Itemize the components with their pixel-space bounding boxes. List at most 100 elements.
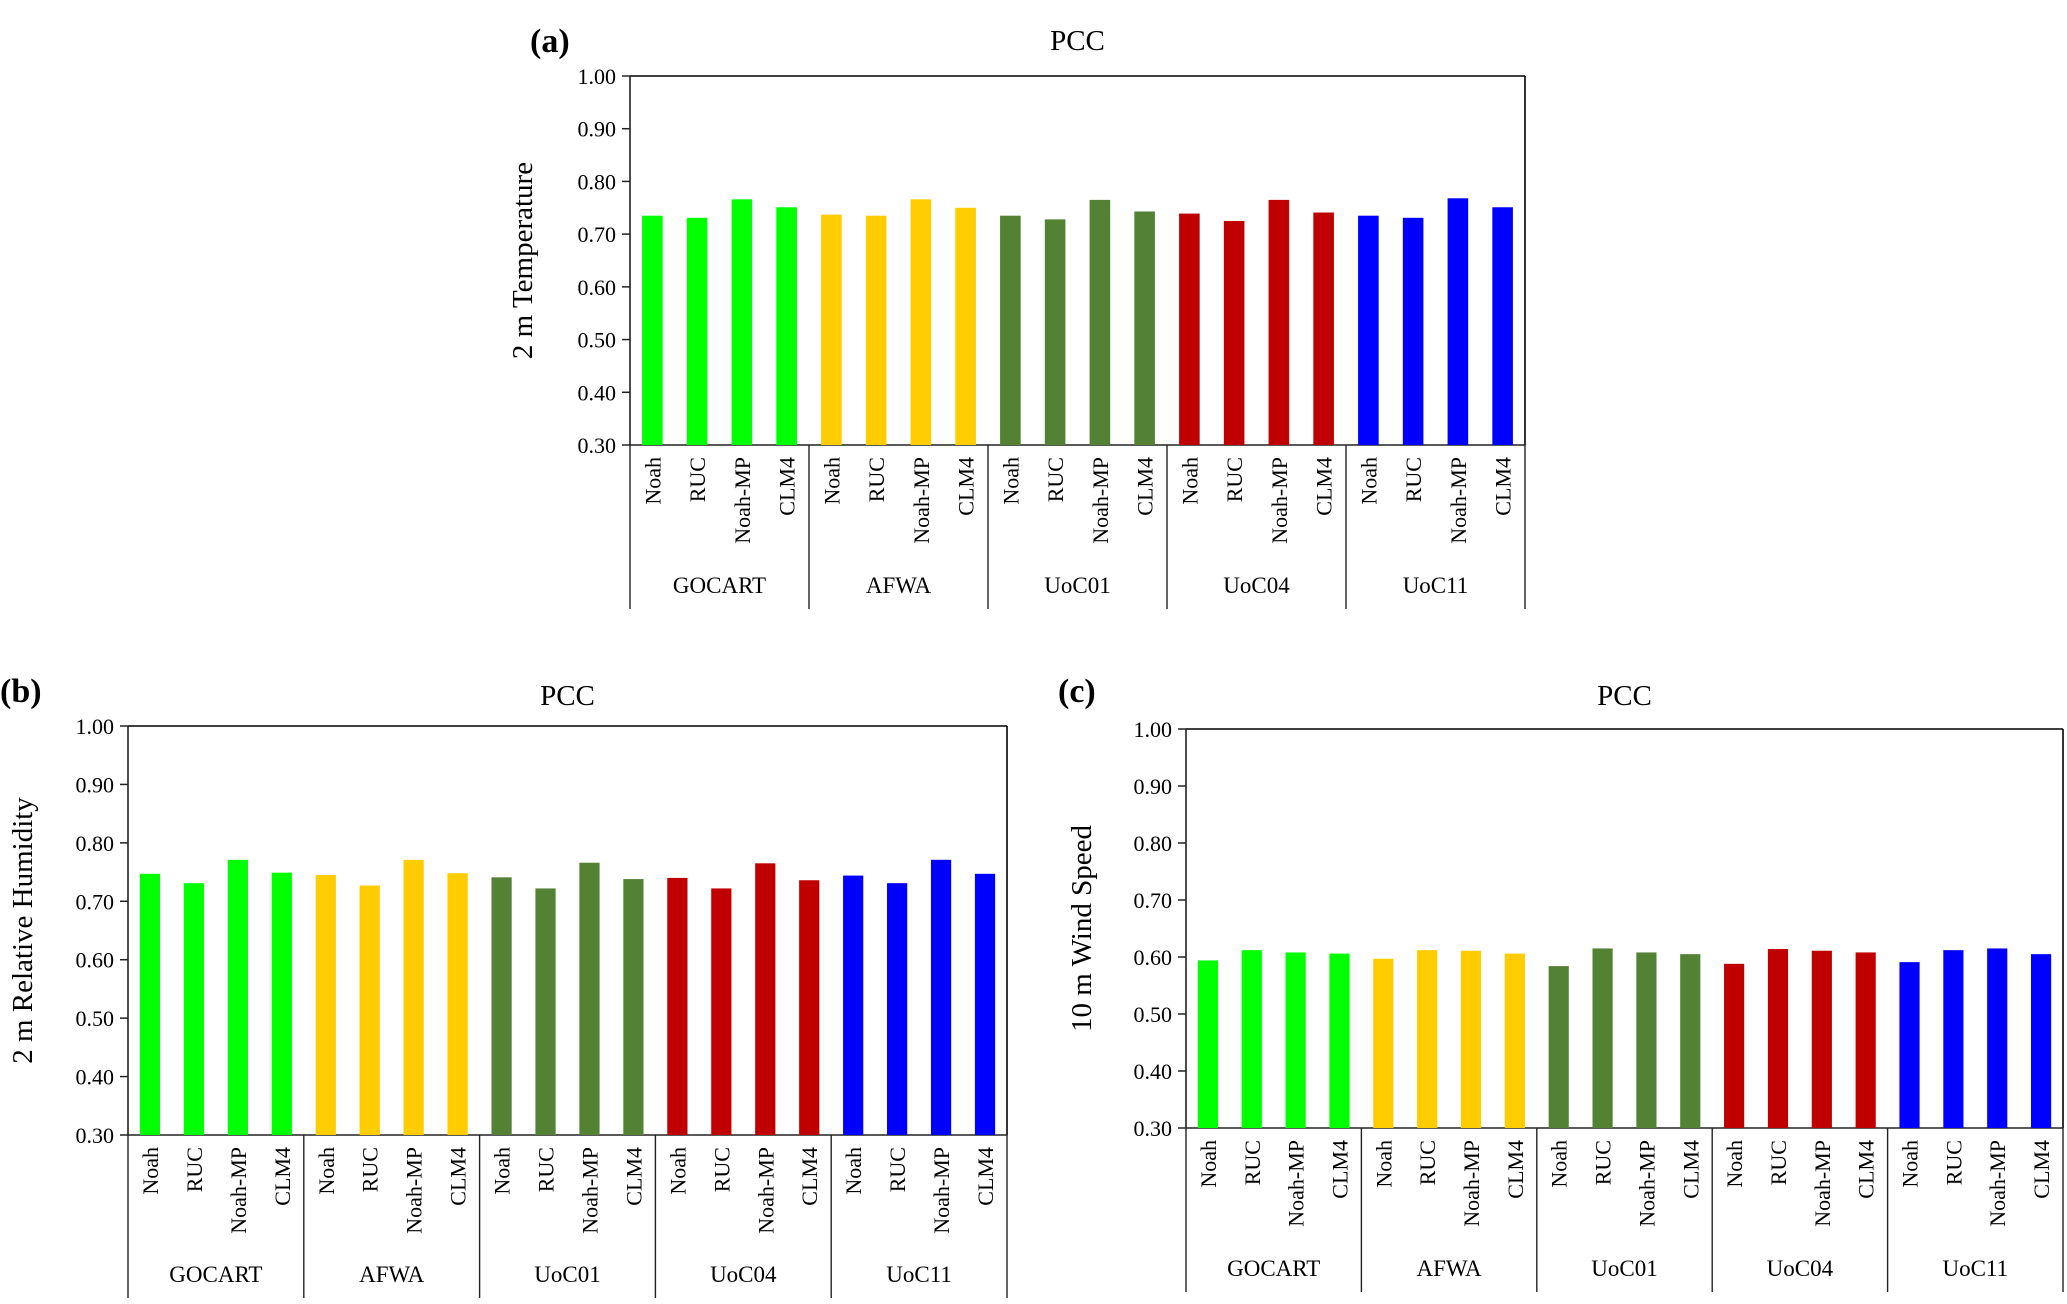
x-category-label: Noah-MP [1088,457,1113,544]
x-group-label: GOCART [1227,1256,1320,1281]
x-category-label: CLM4 [1312,457,1337,516]
bar-gocart-clm4 [776,207,797,445]
x-category-label: RUC [1766,1140,1791,1185]
bar-uoc04-noah [1179,213,1200,445]
x-category-label: Noah [1371,1140,1396,1188]
x-category-label: Noah-MP [1459,1140,1484,1227]
bar-gocart-noah-mp [731,199,753,445]
bar-uoc01-noah-mp [579,862,600,1135]
x-category-label: CLM4 [446,1147,471,1206]
bar-uoc11-noah [1899,962,1920,1128]
bar-gocart-ruc [183,883,205,1135]
bar-uoc04-noah [1724,963,1745,1128]
bar-uoc01-clm4 [1680,954,1701,1128]
x-category-label: CLM4 [973,1147,998,1206]
x-category-label: Noah [1356,457,1381,505]
chart-title: PCC [1597,680,1652,712]
y-tick-label: 0.40 [578,380,617,405]
x-category-label: CLM4 [270,1147,295,1206]
bar-gocart-noah-mp [227,859,248,1135]
x-category-label: Noah [314,1147,339,1195]
bar-uoc01-ruc [1044,219,1066,445]
x-category-label: RUC [1401,457,1426,502]
x-category-label: CLM4 [954,457,979,516]
x-category-label: RUC [534,1147,559,1192]
x-category-label: Noah-MP [1810,1140,1835,1227]
bar-gocart-noah-mp [1285,952,1306,1128]
x-category-label: Noah [819,457,844,505]
bar-uoc01-noah-mp [1636,952,1657,1128]
bar-uoc01-clm4 [623,879,644,1135]
x-category-label: Noah-MP [1634,1140,1659,1227]
x-category-label: Noah [640,457,665,505]
bar-uoc01-noah-mp [1089,199,1111,445]
bar-afwa-clm4 [447,873,468,1135]
x-category-label: Noah [138,1147,163,1195]
x-category-label: RUC [1222,457,1247,502]
bar-uoc11-noah [843,875,864,1135]
bar-gocart-clm4 [271,872,292,1135]
bar-gocart-clm4 [1329,953,1350,1128]
x-group-label: GOCART [169,1262,262,1287]
y-tick-label: 0.80 [578,169,617,194]
y-tick-label: 0.60 [1134,945,1173,970]
x-group-label: UoC11 [886,1262,952,1287]
chart-title: PCC [540,680,595,712]
x-category-label: CLM4 [1854,1140,1879,1199]
x-category-label: Noah [1547,1140,1572,1188]
bar-uoc01-ruc [1592,948,1613,1128]
bar-afwa-clm4 [955,207,976,445]
bar-uoc11-noah-mp [1447,198,1469,445]
bar-uoc04-clm4 [1855,952,1876,1128]
x-category-label: CLM4 [1133,457,1158,516]
x-category-label: RUC [1591,1140,1616,1185]
x-group-label: UoC11 [1403,573,1469,598]
x-category-label: CLM4 [1327,1140,1352,1199]
bar-uoc04-clm4 [799,880,820,1135]
x-category-label: RUC [1415,1140,1440,1185]
bar-uoc04-clm4 [1313,212,1334,445]
x-category-label: Noah [1722,1140,1747,1188]
bar-uoc11-clm4 [1492,207,1513,445]
bar-uoc11-noah-mp [1987,948,2008,1128]
bar-uoc11-ruc [1402,217,1424,445]
bar-uoc04-ruc [711,888,732,1135]
bar-afwa-noah-mp [403,859,424,1135]
y-tick-label: 1.00 [76,714,115,739]
y-tick-label: 0.50 [578,328,617,353]
x-category-label: CLM4 [1678,1140,1703,1199]
bar-uoc04-ruc [1223,220,1245,445]
x-category-label: Noah-MP [1267,457,1292,544]
bar-gocart-noah [139,873,161,1135]
y-axis-label: 2 m Relative Humidity [7,797,39,1064]
x-category-label: CLM4 [1503,1140,1528,1199]
bar-uoc04-ruc [1767,949,1789,1128]
x-category-label: Noah-MP [1284,1140,1309,1227]
y-tick-label: 0.80 [1134,831,1173,856]
bar-uoc01-clm4 [1134,211,1155,445]
x-category-label: CLM4 [2029,1140,2054,1199]
x-category-label: Noah-MP [226,1147,251,1234]
bar-afwa-noah-mp [1460,950,1482,1128]
x-category-label: RUC [1240,1140,1265,1185]
x-category-label: RUC [1043,457,1068,502]
x-category-label: RUC [864,457,889,502]
bar-gocart-noah [642,215,663,445]
x-category-label: Noah [841,1147,866,1195]
chart-title: PCC [1050,25,1105,57]
x-group-label: UoC01 [1044,573,1110,598]
y-tick-label: 0.70 [578,222,617,247]
x-category-label: Noah [1196,1140,1221,1188]
x-category-label: Noah [1177,457,1202,505]
y-tick-label: 0.40 [1134,1059,1173,1084]
x-group-label: AFWA [359,1262,425,1287]
y-tick-label: 1.00 [578,64,617,89]
bar-gocart-ruc [1241,950,1262,1128]
x-group-label: UoC01 [534,1262,600,1287]
y-tick-label: 0.70 [1134,888,1173,913]
x-category-label: RUC [1941,1140,1966,1185]
x-category-label: Noah-MP [577,1147,602,1234]
x-category-label: Noah-MP [730,457,755,544]
x-group-label: GOCART [673,573,766,598]
